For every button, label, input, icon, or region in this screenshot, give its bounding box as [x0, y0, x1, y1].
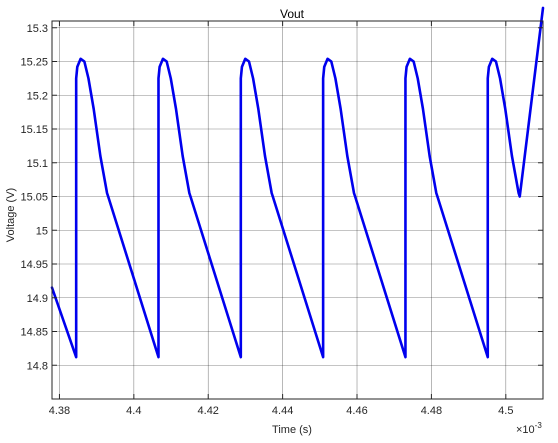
x-tick-label: 4.4 [126, 405, 141, 417]
series-layer [50, 6, 545, 359]
vout-series-line [50, 6, 545, 359]
x-tick-label: 4.42 [198, 405, 219, 417]
y-axis-label: Voltage (V) [5, 188, 17, 242]
x-axis-exponent: ×10-3 [516, 421, 542, 436]
x-tick-labels: 4.38 4.4 4.42 4.44 4.46 4.48 4.5 [49, 405, 514, 417]
y-tick-label: 15 [36, 225, 48, 237]
tick-marks [52, 21, 543, 399]
grid-lines [52, 21, 543, 399]
y-tick-label: 15.2 [27, 90, 48, 102]
y-tick-label: 15.05 [20, 192, 48, 204]
y-tick-label: 15.25 [20, 57, 48, 69]
x-tick-label: 4.48 [421, 405, 442, 417]
y-tick-labels: 14.8 14.85 14.9 14.95 15 15.05 15.1 15.15 15.2 15… [20, 23, 48, 373]
x-tick-label: 4.5 [498, 405, 513, 417]
x-tick-label: 4.44 [272, 405, 293, 417]
x-axis-label: Time (s) [272, 424, 312, 436]
x-tick-label: 4.46 [346, 405, 367, 417]
chart-title: Vout [280, 7, 305, 21]
plot-area [52, 21, 543, 399]
y-tick-label: 15.1 [27, 158, 48, 170]
y-tick-label: 15.3 [27, 23, 48, 35]
y-tick-label: 14.95 [20, 259, 48, 271]
x-tick-label: 4.38 [49, 405, 70, 417]
y-tick-label: 14.8 [27, 360, 48, 372]
y-tick-label: 14.9 [27, 293, 48, 305]
y-tick-label: 15.15 [20, 124, 48, 136]
axes-box [51, 20, 544, 400]
y-tick-label: 14.85 [20, 327, 48, 339]
